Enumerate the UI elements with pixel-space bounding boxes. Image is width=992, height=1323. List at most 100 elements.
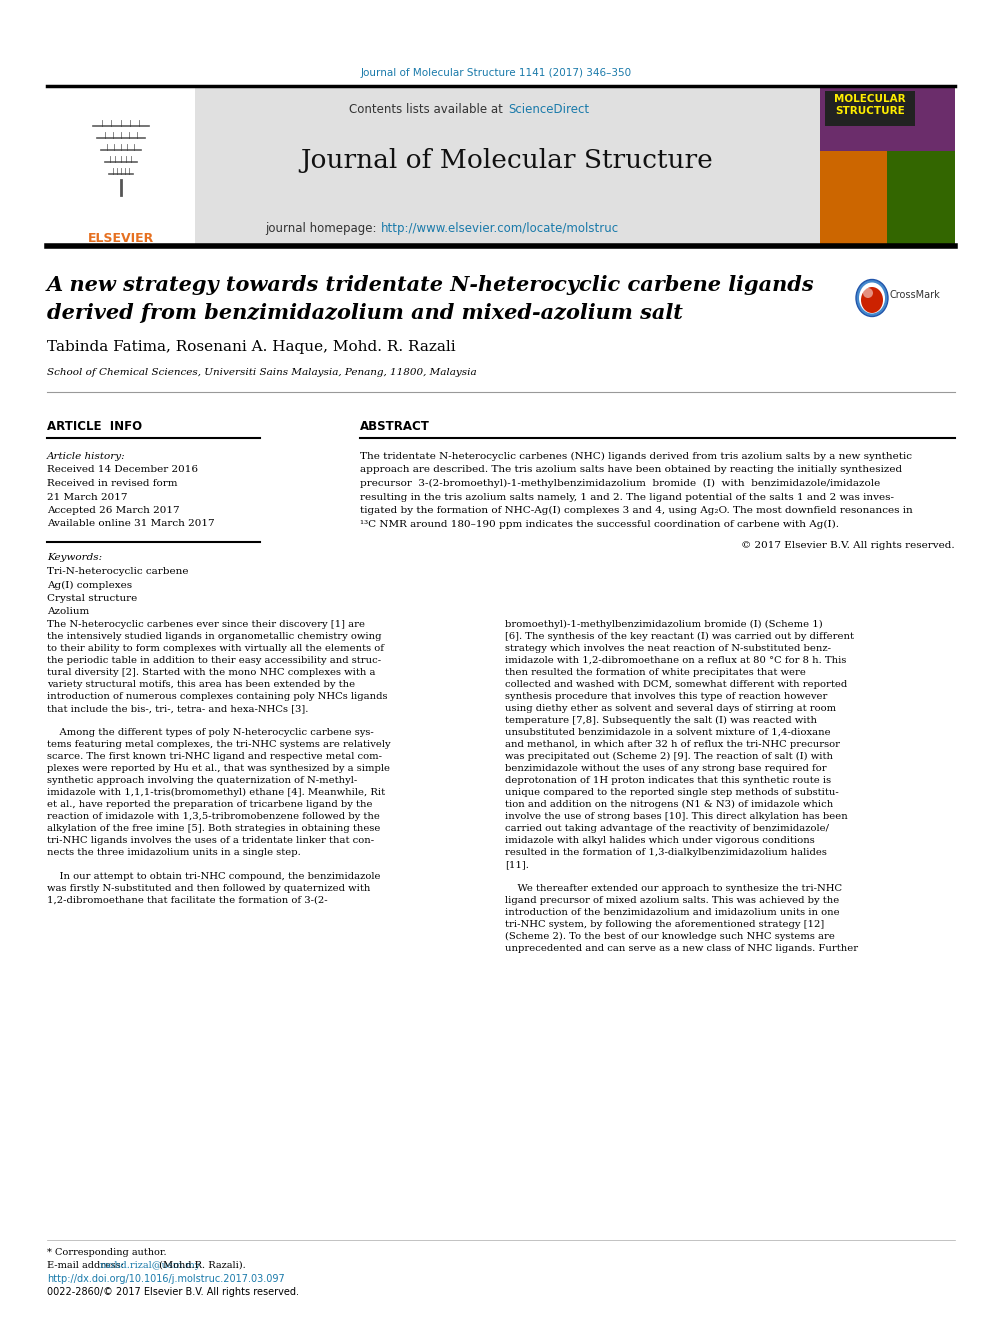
Text: precursor  3-(2-bromoethyl)-1-methylbenzimidazolium  bromide  (I)  with  benzimi: precursor 3-(2-bromoethyl)-1-methylbenzi… [360, 479, 880, 488]
Text: plexes were reported by Hu et al., that was synthesized by a simple: plexes were reported by Hu et al., that … [47, 763, 390, 773]
Text: alkylation of the free imine [5]. Both strategies in obtaining these: alkylation of the free imine [5]. Both s… [47, 824, 380, 833]
Text: Contents lists available at: Contents lists available at [349, 103, 507, 116]
Text: collected and washed with DCM, somewhat different with reported: collected and washed with DCM, somewhat … [505, 680, 847, 689]
Text: that include the bis-, tri-, tetra- and hexa-NHCs [3].: that include the bis-, tri-, tetra- and … [47, 704, 309, 713]
Text: nects the three imidazolium units in a single step.: nects the three imidazolium units in a s… [47, 848, 301, 857]
Text: derived from benzimidazolium and mixed-azolium salt: derived from benzimidazolium and mixed-a… [47, 303, 682, 323]
Text: tems featuring metal complexes, the tri-NHC systems are relatively: tems featuring metal complexes, the tri-… [47, 740, 391, 749]
Bar [887, 151, 955, 246]
Text: introduction of numerous complexes containing poly NHCs ligands: introduction of numerous complexes conta… [47, 692, 388, 701]
Text: unique compared to the reported single step methods of substitu-: unique compared to the reported single s… [505, 789, 839, 796]
Bar [825, 91, 915, 126]
Text: Received 14 December 2016: Received 14 December 2016 [47, 466, 198, 475]
Text: unsubstituted benzimidazole in a solvent mixture of 1,4-dioxane: unsubstituted benzimidazole in a solvent… [505, 728, 830, 737]
Text: MOLECULAR
STRUCTURE: MOLECULAR STRUCTURE [834, 94, 906, 115]
Text: Accepted 26 March 2017: Accepted 26 March 2017 [47, 505, 180, 515]
Text: 1,2-dibromoethane that facilitate the formation of 3-(2-: 1,2-dibromoethane that facilitate the fo… [47, 896, 327, 905]
Text: The tridentate N-heterocyclic carbenes (NHC) ligands derived from tris azolium s: The tridentate N-heterocyclic carbenes (… [360, 452, 912, 462]
Text: (Mohd.R. Razali).: (Mohd.R. Razali). [156, 1261, 246, 1270]
Text: 0022-2860/© 2017 Elsevier B.V. All rights reserved.: 0022-2860/© 2017 Elsevier B.V. All right… [47, 1287, 299, 1297]
Bar [195, 86, 820, 246]
Text: resulted in the formation of 1,3-dialkylbenzimidazolium halides: resulted in the formation of 1,3-dialkyl… [505, 848, 827, 857]
Text: Received in revised form: Received in revised form [47, 479, 178, 488]
Text: the intensively studied ligands in organometallic chemistry owing: the intensively studied ligands in organ… [47, 632, 382, 642]
Text: Tri-N-heterocyclic carbene: Tri-N-heterocyclic carbene [47, 568, 188, 576]
Text: In our attempt to obtain tri-NHC compound, the benzimidazole: In our attempt to obtain tri-NHC compoun… [47, 872, 381, 881]
Text: Available online 31 March 2017: Available online 31 March 2017 [47, 520, 214, 528]
Text: Tabinda Fatima, Rosenani A. Haque, Mohd. R. Razali: Tabinda Fatima, Rosenani A. Haque, Mohd.… [47, 340, 455, 355]
Text: ligand precursor of mixed azolium salts. This was achieved by the: ligand precursor of mixed azolium salts.… [505, 896, 839, 905]
Text: http://www.elsevier.com/locate/molstruc: http://www.elsevier.com/locate/molstruc [381, 222, 619, 235]
Text: synthetic approach involving the quaternization of N-methyl-: synthetic approach involving the quatern… [47, 777, 357, 785]
Text: benzimidazole without the uses of any strong base required for: benzimidazole without the uses of any st… [505, 763, 826, 773]
Text: [11].: [11]. [505, 860, 529, 869]
Text: ARTICLE  INFO: ARTICLE INFO [47, 419, 142, 433]
Text: approach are described. The tris azolium salts have been obtained by reacting th: approach are described. The tris azolium… [360, 466, 902, 475]
Text: (Scheme 2). To the best of our knowledge such NHC systems are: (Scheme 2). To the best of our knowledge… [505, 931, 835, 941]
Bar [820, 86, 955, 246]
Text: was firstly N-substituted and then followed by quaternized with: was firstly N-substituted and then follo… [47, 884, 370, 893]
Text: ELSEVIER: ELSEVIER [88, 232, 154, 245]
Text: tural diversity [2]. Started with the mono NHC complexes with a: tural diversity [2]. Started with the mo… [47, 668, 376, 677]
Text: to their ability to form complexes with virtually all the elements of: to their ability to form complexes with … [47, 644, 384, 654]
Text: tigated by the formation of NHC-Ag(I) complexes 3 and 4, using Ag₂O. The most do: tigated by the formation of NHC-Ag(I) co… [360, 505, 913, 515]
Text: 21 March 2017: 21 March 2017 [47, 492, 128, 501]
Text: * Corresponding author.: * Corresponding author. [47, 1248, 167, 1257]
Text: Journal of Molecular Structure: Journal of Molecular Structure [301, 148, 713, 173]
Text: journal homepage:: journal homepage: [265, 222, 380, 235]
Bar [820, 151, 887, 246]
Text: imidazole with alkyl halides which under vigorous conditions: imidazole with alkyl halides which under… [505, 836, 814, 845]
Text: imidazole with 1,2-dibromoethane on a reflux at 80 °C for 8 h. This: imidazole with 1,2-dibromoethane on a re… [505, 656, 846, 665]
Text: © 2017 Elsevier B.V. All rights reserved.: © 2017 Elsevier B.V. All rights reserved… [741, 541, 955, 550]
Text: unprecedented and can serve as a new class of NHC ligands. Further: unprecedented and can serve as a new cla… [505, 945, 858, 953]
Text: deprotonation of 1H proton indicates that this synthetic route is: deprotonation of 1H proton indicates tha… [505, 777, 831, 785]
Text: strategy which involves the neat reaction of N-substituted benz-: strategy which involves the neat reactio… [505, 644, 831, 654]
Bar [47, 86, 195, 246]
Text: introduction of the benzimidazolium and imidazolium units in one: introduction of the benzimidazolium and … [505, 908, 839, 917]
Text: CrossMark: CrossMark [890, 290, 940, 300]
Text: tri-NHC system, by following the aforementioned strategy [12]: tri-NHC system, by following the aforeme… [505, 919, 824, 929]
Text: We thereafter extended our approach to synthesize the tri-NHC: We thereafter extended our approach to s… [505, 884, 842, 893]
Ellipse shape [859, 283, 885, 314]
Text: ScienceDirect: ScienceDirect [508, 103, 589, 116]
Text: Azolium: Azolium [47, 607, 89, 617]
Text: was precipitated out (Scheme 2) [9]. The reaction of salt (I) with: was precipitated out (Scheme 2) [9]. The… [505, 751, 833, 761]
Text: ABSTRACT: ABSTRACT [360, 419, 430, 433]
Text: scarce. The first known tri-NHC ligand and respective metal com-: scarce. The first known tri-NHC ligand a… [47, 751, 382, 761]
Text: ¹³C NMR around 180–190 ppm indicates the successful coordination of carbene with: ¹³C NMR around 180–190 ppm indicates the… [360, 520, 839, 529]
Text: tion and addition on the nitrogens (N1 & N3) of imidazole which: tion and addition on the nitrogens (N1 &… [505, 800, 833, 810]
Text: using diethy ether as solvent and several days of stirring at room: using diethy ether as solvent and severa… [505, 704, 836, 713]
Bar [820, 151, 955, 246]
Text: Crystal structure: Crystal structure [47, 594, 137, 603]
Text: The N-heterocyclic carbenes ever since their discovery [1] are: The N-heterocyclic carbenes ever since t… [47, 620, 365, 628]
Text: bromoethyl)-1-methylbenzimidazolium bromide (I) (Scheme 1): bromoethyl)-1-methylbenzimidazolium brom… [505, 620, 822, 630]
Bar [820, 86, 955, 151]
Text: temperature [7,8]. Subsequently the salt (I) was reacted with: temperature [7,8]. Subsequently the salt… [505, 716, 817, 725]
Text: Keywords:: Keywords: [47, 553, 102, 562]
Text: A new strategy towards tridentate N-heterocyclic carbene ligands: A new strategy towards tridentate N-hete… [47, 275, 814, 295]
Text: Article history:: Article history: [47, 452, 126, 460]
Ellipse shape [856, 279, 888, 316]
Text: carried out taking advantage of the reactivity of benzimidazole/: carried out taking advantage of the reac… [505, 824, 829, 833]
Text: mohd.rizal@usm.my: mohd.rizal@usm.my [100, 1261, 201, 1270]
Text: and methanol, in which after 32 h of reflux the tri-NHC precursor: and methanol, in which after 32 h of ref… [505, 740, 840, 749]
Ellipse shape [863, 288, 873, 298]
Text: reaction of imidazole with 1,3,5-tribromobenzene followed by the: reaction of imidazole with 1,3,5-tribrom… [47, 812, 380, 822]
Text: imidazole with 1,1,1-tris(bromomethyl) ethane [4]. Meanwhile, Rit: imidazole with 1,1,1-tris(bromomethyl) e… [47, 789, 385, 798]
Text: E-mail address:: E-mail address: [47, 1261, 127, 1270]
Text: synthesis procedure that involves this type of reaction however: synthesis procedure that involves this t… [505, 692, 827, 701]
Text: then resulted the formation of white precipitates that were: then resulted the formation of white pre… [505, 668, 806, 677]
Text: resulting in the tris azolium salts namely, 1 and 2. The ligand potential of the: resulting in the tris azolium salts name… [360, 492, 894, 501]
Ellipse shape [861, 287, 883, 314]
Text: Ag(I) complexes: Ag(I) complexes [47, 581, 132, 590]
Text: [6]. The synthesis of the key reactant (I) was carried out by different: [6]. The synthesis of the key reactant (… [505, 632, 854, 642]
Text: School of Chemical Sciences, Universiti Sains Malaysia, Penang, 11800, Malaysia: School of Chemical Sciences, Universiti … [47, 368, 476, 377]
Text: http://dx.doi.org/10.1016/j.molstruc.2017.03.097: http://dx.doi.org/10.1016/j.molstruc.201… [47, 1274, 285, 1285]
Text: involve the use of strong bases [10]. This direct alkylation has been: involve the use of strong bases [10]. Th… [505, 812, 848, 822]
Text: variety structural motifs, this area has been extended by the: variety structural motifs, this area has… [47, 680, 355, 689]
Text: the periodic table in addition to their easy accessibility and struc-: the periodic table in addition to their … [47, 656, 381, 665]
Text: Journal of Molecular Structure 1141 (2017) 346–350: Journal of Molecular Structure 1141 (201… [360, 67, 632, 78]
Text: Among the different types of poly N-heterocyclic carbene sys-: Among the different types of poly N-hete… [47, 728, 374, 737]
Text: et al., have reported the preparation of tricarbene ligand by the: et al., have reported the preparation of… [47, 800, 373, 808]
Text: tri-NHC ligands involves the uses of a tridentate linker that con-: tri-NHC ligands involves the uses of a t… [47, 836, 374, 845]
